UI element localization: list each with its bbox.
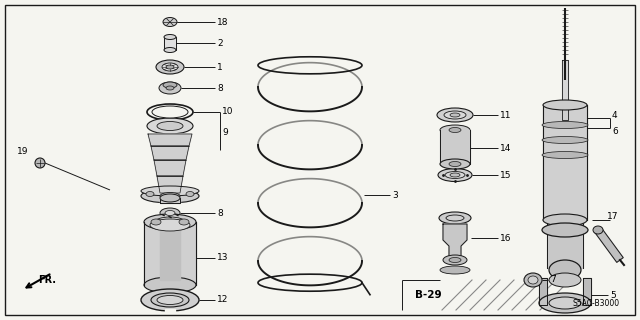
Ellipse shape xyxy=(449,162,461,166)
Text: 16: 16 xyxy=(500,234,511,243)
Polygon shape xyxy=(165,309,175,312)
Polygon shape xyxy=(154,160,186,176)
Text: 9: 9 xyxy=(222,127,228,137)
Text: 11: 11 xyxy=(500,110,511,119)
Ellipse shape xyxy=(186,191,194,196)
Text: B-29: B-29 xyxy=(415,290,442,300)
Ellipse shape xyxy=(543,214,587,226)
Ellipse shape xyxy=(539,293,591,313)
Ellipse shape xyxy=(157,122,183,131)
Ellipse shape xyxy=(156,60,184,74)
Ellipse shape xyxy=(439,212,471,224)
Text: FR.: FR. xyxy=(38,275,56,285)
Ellipse shape xyxy=(155,217,185,227)
Ellipse shape xyxy=(438,169,472,181)
Ellipse shape xyxy=(450,173,460,177)
Ellipse shape xyxy=(549,273,581,287)
Ellipse shape xyxy=(157,295,183,305)
Text: 18: 18 xyxy=(217,18,228,27)
Polygon shape xyxy=(562,60,568,120)
Polygon shape xyxy=(151,146,189,160)
Text: 4: 4 xyxy=(612,110,618,119)
Ellipse shape xyxy=(528,276,538,284)
Text: 19: 19 xyxy=(17,147,29,156)
Ellipse shape xyxy=(151,293,189,307)
Ellipse shape xyxy=(549,297,581,309)
Polygon shape xyxy=(148,134,192,146)
Ellipse shape xyxy=(141,289,199,311)
Ellipse shape xyxy=(141,189,199,203)
Text: 8: 8 xyxy=(217,84,223,92)
Polygon shape xyxy=(539,278,547,305)
Ellipse shape xyxy=(440,266,470,274)
Text: 8: 8 xyxy=(217,209,223,218)
Text: 12: 12 xyxy=(217,295,228,305)
Text: 13: 13 xyxy=(217,253,228,262)
Ellipse shape xyxy=(449,127,461,132)
Text: 1: 1 xyxy=(217,62,223,71)
Ellipse shape xyxy=(445,172,465,179)
Ellipse shape xyxy=(542,223,588,237)
Ellipse shape xyxy=(35,158,45,168)
Ellipse shape xyxy=(437,108,473,122)
Polygon shape xyxy=(160,198,180,203)
Ellipse shape xyxy=(150,219,190,231)
Text: 7: 7 xyxy=(550,276,556,284)
Ellipse shape xyxy=(144,214,196,230)
Ellipse shape xyxy=(146,191,154,196)
Ellipse shape xyxy=(151,219,161,225)
Ellipse shape xyxy=(164,47,176,52)
Polygon shape xyxy=(144,222,196,285)
Text: 15: 15 xyxy=(500,171,511,180)
Polygon shape xyxy=(583,278,591,305)
Ellipse shape xyxy=(152,106,188,118)
Polygon shape xyxy=(443,224,467,260)
Ellipse shape xyxy=(160,208,180,218)
Ellipse shape xyxy=(163,18,177,27)
Ellipse shape xyxy=(159,82,181,94)
Ellipse shape xyxy=(166,65,174,69)
Polygon shape xyxy=(547,220,583,268)
Ellipse shape xyxy=(440,159,470,169)
Ellipse shape xyxy=(162,63,178,71)
Ellipse shape xyxy=(449,258,461,262)
Ellipse shape xyxy=(165,211,175,215)
Ellipse shape xyxy=(542,137,588,143)
Text: 10: 10 xyxy=(222,107,234,116)
Ellipse shape xyxy=(164,35,176,39)
Polygon shape xyxy=(595,228,623,262)
Ellipse shape xyxy=(543,100,587,110)
Ellipse shape xyxy=(440,125,470,135)
Ellipse shape xyxy=(160,194,180,202)
Polygon shape xyxy=(157,176,183,193)
Ellipse shape xyxy=(147,118,193,134)
Ellipse shape xyxy=(542,151,588,158)
Ellipse shape xyxy=(163,82,177,88)
Ellipse shape xyxy=(443,255,467,265)
Text: 6: 6 xyxy=(612,126,618,135)
Polygon shape xyxy=(160,230,180,280)
Polygon shape xyxy=(543,105,587,220)
Polygon shape xyxy=(440,130,470,164)
Ellipse shape xyxy=(179,219,189,225)
Ellipse shape xyxy=(524,273,542,287)
Ellipse shape xyxy=(160,193,180,199)
Ellipse shape xyxy=(141,186,199,196)
Ellipse shape xyxy=(144,277,196,293)
Ellipse shape xyxy=(450,113,460,117)
Ellipse shape xyxy=(444,111,466,119)
Ellipse shape xyxy=(166,86,174,90)
Text: S5AC-B3000: S5AC-B3000 xyxy=(573,299,620,308)
Ellipse shape xyxy=(446,215,464,221)
Ellipse shape xyxy=(542,122,588,129)
Text: 5: 5 xyxy=(610,291,616,300)
Text: 17: 17 xyxy=(607,212,618,220)
Text: 2: 2 xyxy=(217,38,223,47)
Text: 14: 14 xyxy=(500,143,511,153)
Ellipse shape xyxy=(593,226,603,234)
Polygon shape xyxy=(164,37,176,50)
Ellipse shape xyxy=(549,260,581,280)
Text: 3: 3 xyxy=(392,190,397,199)
